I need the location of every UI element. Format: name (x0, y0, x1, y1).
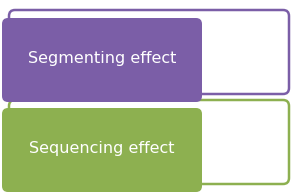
FancyBboxPatch shape (9, 10, 289, 94)
FancyBboxPatch shape (9, 100, 289, 184)
FancyBboxPatch shape (2, 18, 202, 102)
Text: Sequencing effect: Sequencing effect (29, 141, 175, 155)
FancyBboxPatch shape (2, 108, 202, 192)
Text: Segmenting effect: Segmenting effect (28, 51, 176, 65)
